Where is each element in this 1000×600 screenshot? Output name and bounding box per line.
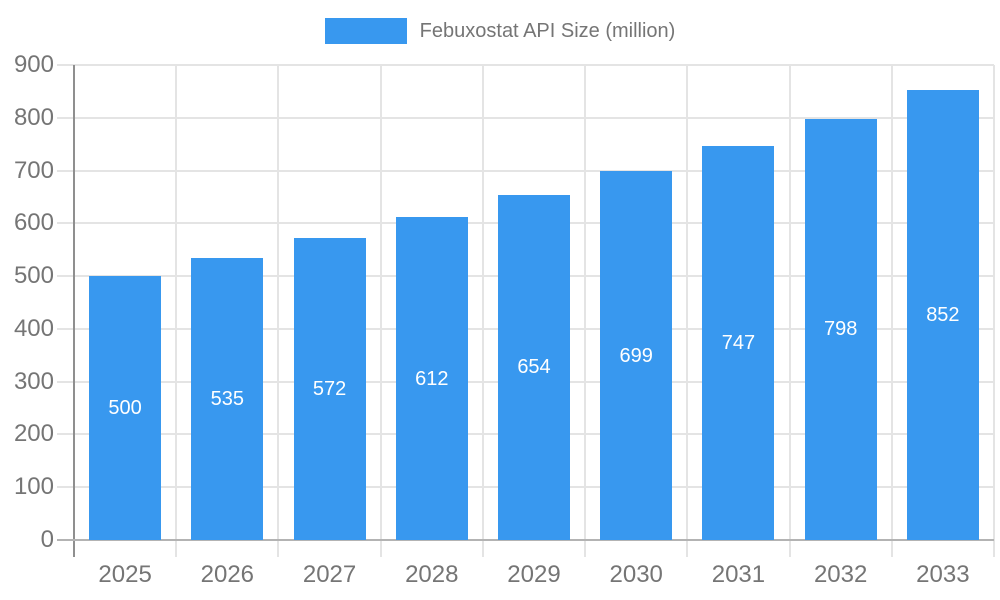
y-axis-tick-label: 0 [40, 526, 54, 553]
v-gridline [584, 65, 587, 557]
v-gridline [890, 65, 893, 557]
y-axis-tick-label: 600 [13, 209, 54, 237]
h-gridline [57, 64, 994, 66]
bar-2025[interactable]: 500 [89, 276, 162, 540]
bar-2032[interactable]: 798 [804, 118, 877, 540]
chart-legend[interactable]: Febuxostat API Size (million) [0, 16, 1000, 46]
x-axis-tick-label: 2030 [609, 561, 663, 588]
bar-value-label: 535 [210, 387, 245, 410]
x-axis-tick-label: 2029 [507, 561, 561, 588]
bar-value-label: 747 [721, 331, 756, 354]
v-gridline [175, 65, 178, 557]
y-axis-tick-label: 400 [13, 314, 54, 342]
bar-value-label: 798 [823, 318, 858, 341]
x-axis-tick-label: 2033 [916, 561, 970, 588]
bar-2028[interactable]: 612 [395, 217, 468, 540]
y-axis-tick-label: 900 [13, 51, 54, 78]
legend-series-label: Febuxostat API Size (million) [419, 19, 676, 42]
bar-2026[interactable]: 535 [191, 257, 264, 540]
y-axis-tick-label: 100 [13, 473, 54, 501]
x-axis-tick-label: 2032 [813, 561, 868, 588]
bar-value-label: 612 [415, 367, 449, 390]
v-gridline [788, 65, 791, 557]
y-axis-tick-label: 800 [13, 103, 54, 131]
y-axis-tick-label: 300 [13, 367, 54, 395]
h-gridline [57, 116, 994, 119]
bar-2031[interactable]: 747 [702, 145, 775, 540]
x-axis-line [73, 539, 994, 541]
bar-2027[interactable]: 572 [293, 238, 366, 540]
y-axis-line [73, 65, 75, 557]
bar-2029[interactable]: 654 [498, 194, 570, 540]
x-axis-tick-label: 2031 [711, 561, 766, 588]
v-gridline [379, 65, 382, 557]
x-axis-tick-label: 2026 [200, 561, 255, 588]
bar-value-label: 654 [517, 356, 551, 379]
v-gridline [993, 65, 995, 557]
x-axis-tick-label: 2028 [405, 561, 459, 588]
y-axis-tick-label: 500 [13, 262, 54, 290]
bar-value-label: 699 [619, 344, 653, 367]
y-axis-tick-label: 700 [13, 156, 54, 184]
y-axis-tick-label: 200 [13, 420, 54, 448]
bar-value-label: 852 [926, 304, 960, 327]
v-gridline [686, 65, 689, 557]
legend-color-swatch [324, 18, 407, 44]
bar-value-label: 572 [312, 378, 347, 401]
x-axis-tick-label: 2027 [302, 561, 357, 588]
bar-2033[interactable]: 852 [906, 90, 979, 540]
zero-tick [57, 539, 74, 541]
bar-value-label: 500 [108, 397, 142, 420]
x-axis-tick-label: 2025 [98, 561, 152, 588]
bar-2030[interactable]: 699 [600, 171, 673, 540]
v-gridline [277, 65, 280, 557]
h-gridline [57, 169, 994, 172]
v-gridline [481, 65, 484, 557]
